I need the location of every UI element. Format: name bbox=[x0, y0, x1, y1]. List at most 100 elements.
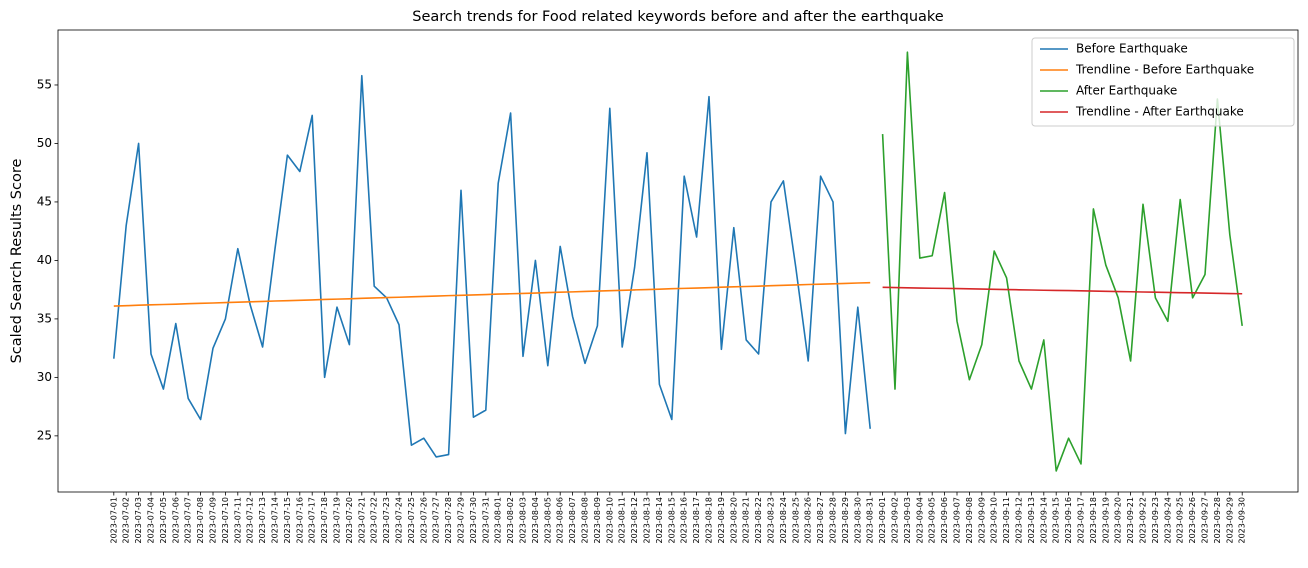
x-tick-label: 2023-09-22 bbox=[1139, 497, 1148, 544]
y-tick-label: 40 bbox=[37, 253, 52, 267]
x-tick-label: 2023-09-29 bbox=[1225, 497, 1234, 544]
x-tick-label: 2023-07-02 bbox=[122, 497, 131, 544]
x-tick-label: 2023-09-13 bbox=[1027, 497, 1036, 544]
x-tick-label: 2023-09-16 bbox=[1064, 497, 1073, 544]
x-tick-label: 2023-07-15 bbox=[283, 497, 292, 544]
x-tick-label: 2023-09-24 bbox=[1163, 497, 1172, 544]
x-tick-label: 2023-08-06 bbox=[556, 497, 565, 544]
x-tick-label: 2023-09-27 bbox=[1201, 497, 1210, 544]
x-tick-label: 2023-09-04 bbox=[915, 497, 924, 544]
x-tick-label: 2023-07-21 bbox=[357, 497, 366, 544]
x-tick-label: 2023-08-23 bbox=[767, 497, 776, 544]
legend-label: Before Earthquake bbox=[1076, 42, 1188, 56]
x-tick-label: 2023-09-02 bbox=[891, 497, 900, 544]
x-tick-label: 2023-08-21 bbox=[742, 497, 751, 544]
x-tick-label: 2023-07-08 bbox=[196, 497, 205, 544]
x-tick-label: 2023-07-19 bbox=[333, 497, 342, 544]
x-tick-label: 2023-08-30 bbox=[853, 497, 862, 544]
x-tick-label: 2023-07-20 bbox=[345, 497, 354, 544]
x-tick-label: 2023-09-25 bbox=[1176, 497, 1185, 544]
x-tick-label: 2023-08-14 bbox=[655, 497, 664, 544]
x-tick-label: 2023-09-07 bbox=[953, 497, 962, 544]
x-tick-label: 2023-08-03 bbox=[519, 497, 528, 544]
x-tick-label: 2023-09-10 bbox=[990, 497, 999, 544]
x-tick-label: 2023-08-02 bbox=[506, 497, 515, 544]
series-line bbox=[881, 51, 1243, 472]
series-line bbox=[113, 74, 871, 458]
x-tick-label: 2023-08-18 bbox=[705, 497, 714, 544]
x-tick-label: 2023-08-22 bbox=[754, 497, 763, 544]
x-tick-label: 2023-08-01 bbox=[494, 497, 503, 544]
x-tick-label: 2023-07-25 bbox=[407, 497, 416, 544]
x-tick-label: 2023-09-23 bbox=[1151, 497, 1160, 544]
x-tick-label: 2023-08-19 bbox=[717, 497, 726, 544]
x-tick-label: 2023-07-29 bbox=[457, 497, 466, 544]
x-tick-label: 2023-07-13 bbox=[258, 497, 267, 544]
legend-label: Trendline - After Earthquake bbox=[1075, 105, 1244, 119]
x-tick-label: 2023-09-28 bbox=[1213, 497, 1222, 544]
legend-label: After Earthquake bbox=[1076, 84, 1177, 98]
x-tick-label: 2023-08-24 bbox=[779, 497, 788, 544]
x-tick-label: 2023-09-17 bbox=[1077, 497, 1086, 544]
x-tick-label: 2023-08-05 bbox=[543, 497, 552, 544]
chart-title: Search trends for Food related keywords … bbox=[412, 9, 944, 25]
x-tick-label: 2023-09-12 bbox=[1015, 497, 1024, 544]
x-tick-label: 2023-08-10 bbox=[605, 497, 614, 544]
x-tick-label: 2023-09-19 bbox=[1101, 497, 1110, 544]
x-tick-label: 2023-09-05 bbox=[928, 497, 937, 544]
x-tick-label: 2023-09-03 bbox=[903, 497, 912, 544]
plot-frame bbox=[57, 29, 1299, 493]
x-tick-label: 2023-09-26 bbox=[1188, 497, 1197, 544]
y-tick-label: 35 bbox=[37, 311, 52, 325]
x-tick-label: 2023-08-16 bbox=[680, 497, 689, 544]
y-tick-label: 45 bbox=[37, 194, 52, 208]
x-tick-label: 2023-07-27 bbox=[432, 497, 441, 544]
series-line bbox=[113, 281, 871, 307]
x-tick-label: 2023-08-17 bbox=[692, 497, 701, 544]
x-tick-label: 2023-09-21 bbox=[1126, 497, 1135, 544]
x-tick-label: 2023-08-12 bbox=[630, 497, 639, 544]
x-tick-label: 2023-07-18 bbox=[320, 497, 329, 544]
x-tick-label: 2023-07-17 bbox=[308, 497, 317, 544]
x-tick-label: 2023-07-09 bbox=[209, 497, 218, 544]
x-tick-label: 2023-07-06 bbox=[171, 497, 180, 544]
x-tick-label: 2023-09-30 bbox=[1238, 497, 1247, 544]
x-tick-label: 2023-07-26 bbox=[419, 497, 428, 544]
x-tick-label: 2023-07-23 bbox=[382, 497, 391, 544]
x-tick-label: 2023-08-15 bbox=[667, 497, 676, 544]
x-tick-label: 2023-07-07 bbox=[184, 497, 193, 544]
x-tick-label: 2023-08-25 bbox=[791, 497, 800, 544]
x-tick-label: 2023-07-12 bbox=[246, 497, 255, 544]
x-tick-label: 2023-08-26 bbox=[804, 497, 813, 544]
x-tick-label: 2023-07-28 bbox=[444, 497, 453, 544]
x-tick-label: 2023-08-04 bbox=[531, 497, 540, 544]
y-tick-label: 50 bbox=[37, 136, 52, 150]
y-tick-label: 25 bbox=[37, 428, 52, 442]
x-tick-label: 2023-07-16 bbox=[295, 497, 304, 544]
x-tick-label: 2023-08-29 bbox=[841, 497, 850, 544]
x-tick-label: 2023-09-15 bbox=[1052, 497, 1061, 544]
x-tick-label: 2023-07-10 bbox=[221, 497, 230, 544]
x-tick-label: 2023-07-04 bbox=[147, 497, 156, 544]
x-tick-label: 2023-07-01 bbox=[109, 497, 118, 544]
y-axis-label: Scaled Search Results Score bbox=[9, 159, 25, 364]
x-tick-label: 2023-09-18 bbox=[1089, 497, 1098, 544]
x-tick-label: 2023-08-27 bbox=[816, 497, 825, 544]
x-tick-label: 2023-07-11 bbox=[233, 497, 242, 544]
x-tick-label: 2023-09-09 bbox=[977, 497, 986, 544]
x-tick-label: 2023-07-24 bbox=[395, 497, 404, 544]
x-tick-label: 2023-08-07 bbox=[568, 497, 577, 544]
legend-box bbox=[1031, 37, 1295, 127]
x-tick-label: 2023-07-14 bbox=[271, 497, 280, 544]
x-tick-label: 2023-09-11 bbox=[1002, 497, 1011, 544]
x-tick-label: 2023-09-01 bbox=[878, 497, 887, 544]
x-tick-label: 2023-08-08 bbox=[581, 497, 590, 544]
x-tick-label: 2023-08-09 bbox=[593, 497, 602, 544]
x-tick-label: 2023-07-03 bbox=[134, 497, 143, 544]
x-tick-label: 2023-08-13 bbox=[643, 497, 652, 544]
x-tick-label: 2023-07-22 bbox=[370, 497, 379, 544]
x-tick-label: 2023-08-20 bbox=[729, 497, 738, 544]
y-tick-label: 30 bbox=[37, 370, 52, 384]
y-tick-label: 55 bbox=[37, 77, 52, 91]
